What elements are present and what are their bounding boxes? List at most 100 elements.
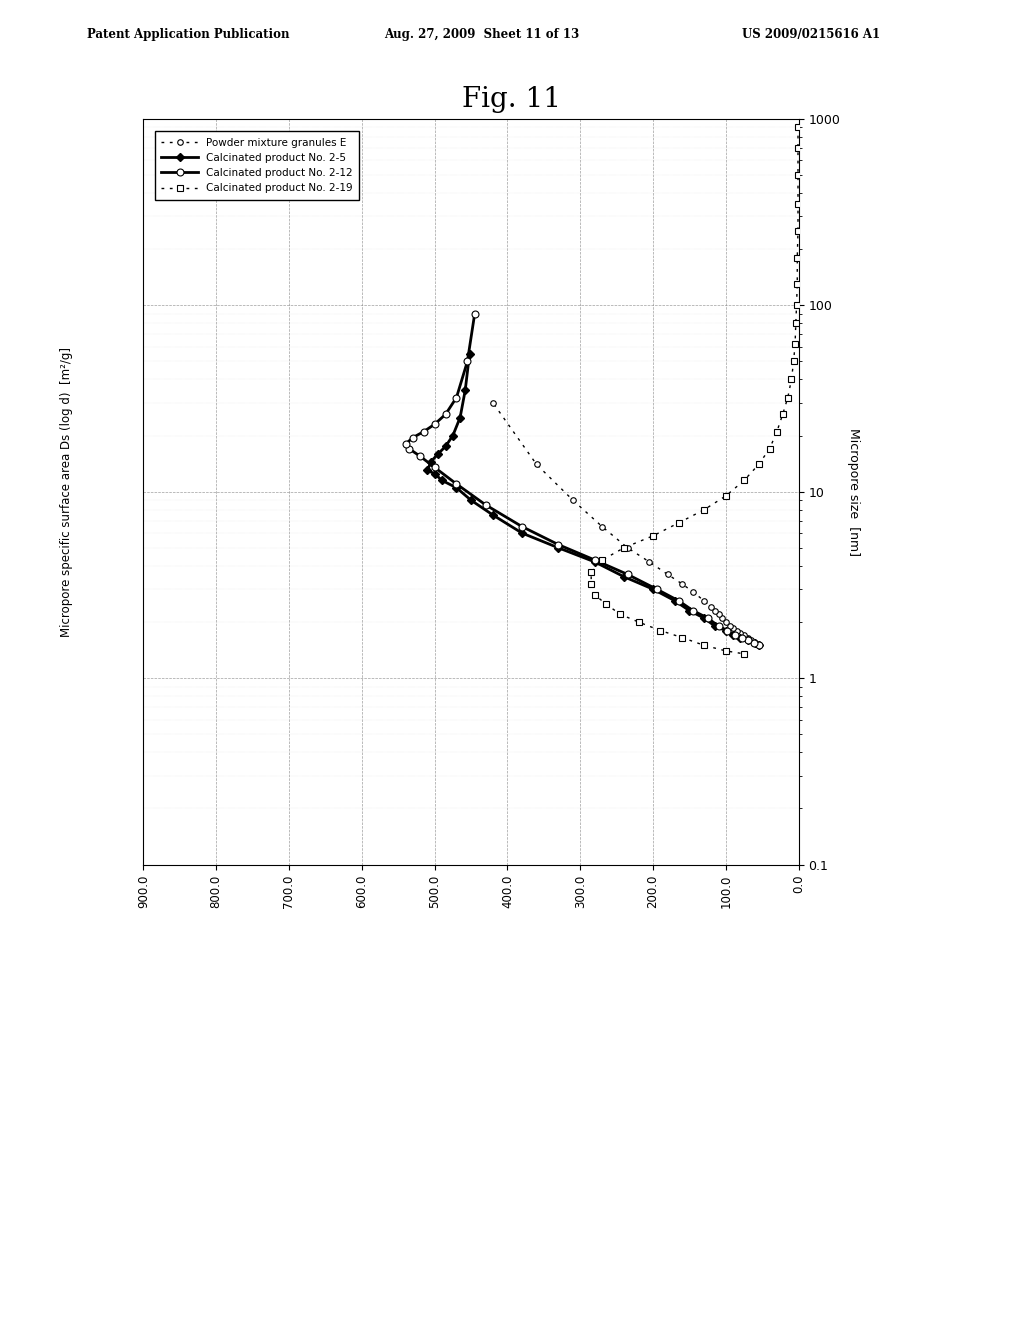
Calcinated product No. 2-19: [785, 371, 798, 387]
Calcinated product No. 2-19: [787, 354, 800, 370]
Calcinated product No. 2-12: [451, 477, 463, 492]
Calcinated product No. 2-5: [727, 627, 739, 643]
Powder mixture granules E: [713, 606, 725, 622]
Powder mixture granules E: [706, 599, 718, 615]
Calcinated product No. 2-19: [792, 140, 804, 156]
Calcinated product No. 2-12: [407, 430, 419, 446]
Calcinated product No. 2-19: [698, 638, 711, 653]
Powder mixture granules E: [596, 519, 608, 535]
Calcinated product No. 2-12: [414, 449, 426, 465]
Calcinated product No. 2-19: [720, 643, 732, 659]
Powder mixture granules E: [662, 566, 674, 582]
Powder mixture granules E: [720, 614, 732, 630]
Calcinated product No. 2-19: [781, 389, 794, 405]
Calcinated product No. 2-19: [792, 119, 804, 135]
Powder mixture granules E: [745, 632, 758, 648]
Calcinated product No. 2-12: [589, 552, 601, 568]
Calcinated product No. 2-12: [428, 459, 440, 475]
Calcinated product No. 2-19: [676, 630, 688, 645]
Calcinated product No. 2-12: [418, 424, 430, 440]
Text: Patent Application Publication: Patent Application Publication: [87, 28, 290, 41]
Calcinated product No. 2-19: [738, 473, 751, 488]
Calcinated product No. 2-12: [622, 566, 634, 582]
Calcinated product No. 2-12: [403, 441, 416, 457]
Line: Calcinated product No. 2-12: Calcinated product No. 2-12: [402, 310, 762, 649]
Calcinated product No. 2-5: [741, 632, 754, 648]
Powder mixture granules E: [723, 618, 735, 634]
Calcinated product No. 2-12: [736, 630, 749, 645]
Calcinated product No. 2-19: [673, 515, 685, 531]
Calcinated product No. 2-19: [738, 645, 751, 661]
Calcinated product No. 2-5: [749, 635, 761, 651]
Calcinated product No. 2-5: [464, 346, 476, 362]
Calcinated product No. 2-12: [721, 623, 733, 639]
Powder mixture granules E: [741, 630, 754, 645]
Calcinated product No. 2-12: [552, 537, 564, 553]
Calcinated product No. 2-12: [451, 389, 463, 405]
Calcinated product No. 2-19: [589, 587, 601, 603]
Calcinated product No. 2-19: [585, 564, 597, 579]
Calcinated product No. 2-5: [459, 383, 471, 399]
Powder mixture granules E: [698, 593, 711, 609]
Line: Calcinated product No. 2-5: Calcinated product No. 2-5: [425, 351, 762, 648]
Calcinated product No. 2-19: [647, 528, 659, 544]
Calcinated product No. 2-5: [589, 554, 601, 570]
Line: Powder mixture granules E: Powder mixture granules E: [490, 400, 762, 648]
Line: Calcinated product No. 2-19: Calcinated product No. 2-19: [588, 124, 802, 657]
Calcinated product No. 2-19: [617, 540, 630, 556]
Calcinated product No. 2-12: [728, 627, 740, 643]
Powder mixture granules E: [738, 627, 751, 643]
Calcinated product No. 2-19: [698, 502, 711, 517]
Calcinated product No. 2-19: [790, 315, 802, 331]
Calcinated product No. 2-5: [683, 603, 695, 619]
Calcinated product No. 2-19: [792, 276, 804, 292]
Calcinated product No. 2-19: [788, 337, 801, 352]
Text: Micropore specific surface area Ds (log d)  [m²/g]: Micropore specific surface area Ds (log …: [60, 347, 73, 636]
Calcinated product No. 2-12: [461, 354, 473, 370]
Calcinated product No. 2-19: [614, 606, 627, 622]
Powder mixture granules E: [727, 620, 739, 636]
Calcinated product No. 2-12: [516, 519, 528, 535]
Calcinated product No. 2-19: [792, 195, 804, 211]
Calcinated product No. 2-12: [428, 416, 440, 432]
Calcinated product No. 2-12: [748, 635, 760, 651]
Calcinated product No. 2-5: [451, 480, 463, 496]
Calcinated product No. 2-12: [399, 436, 412, 451]
Powder mixture granules E: [567, 492, 580, 508]
Calcinated product No. 2-12: [753, 638, 765, 653]
Calcinated product No. 2-12: [439, 407, 452, 422]
Calcinated product No. 2-19: [771, 424, 783, 440]
Calcinated product No. 2-5: [425, 454, 437, 470]
Calcinated product No. 2-5: [753, 638, 765, 653]
Powder mixture granules E: [709, 603, 721, 619]
Calcinated product No. 2-19: [792, 249, 804, 265]
Legend: Powder mixture granules E, Calcinated product No. 2-5, Calcinated product No. 2-: Powder mixture granules E, Calcinated pr…: [155, 132, 359, 199]
Calcinated product No. 2-5: [465, 492, 477, 508]
Calcinated product No. 2-5: [486, 507, 499, 523]
Powder mixture granules E: [486, 395, 499, 411]
Calcinated product No. 2-19: [585, 576, 597, 591]
Y-axis label: Micropore size  [nm]: Micropore size [nm]: [847, 428, 860, 556]
Powder mixture granules E: [530, 457, 543, 473]
Calcinated product No. 2-5: [720, 623, 732, 639]
Calcinated product No. 2-19: [792, 168, 804, 183]
Calcinated product No. 2-5: [647, 581, 659, 597]
Powder mixture granules E: [676, 576, 688, 591]
Powder mixture granules E: [749, 635, 761, 651]
Calcinated product No. 2-5: [432, 446, 444, 462]
Calcinated product No. 2-5: [446, 428, 459, 444]
Calcinated product No. 2-19: [791, 297, 803, 313]
Text: Fig. 11: Fig. 11: [463, 86, 561, 112]
Text: US 2009/0215616 A1: US 2009/0215616 A1: [742, 28, 881, 41]
Calcinated product No. 2-5: [436, 473, 449, 488]
Calcinated product No. 2-12: [650, 581, 663, 597]
Calcinated product No. 2-12: [713, 618, 725, 634]
Calcinated product No. 2-19: [720, 488, 732, 504]
Calcinated product No. 2-12: [479, 496, 492, 512]
Calcinated product No. 2-19: [776, 407, 788, 422]
Calcinated product No. 2-19: [764, 441, 776, 457]
Powder mixture granules E: [734, 624, 746, 640]
Calcinated product No. 2-5: [709, 618, 721, 634]
Calcinated product No. 2-12: [701, 610, 714, 626]
Calcinated product No. 2-19: [600, 597, 612, 612]
